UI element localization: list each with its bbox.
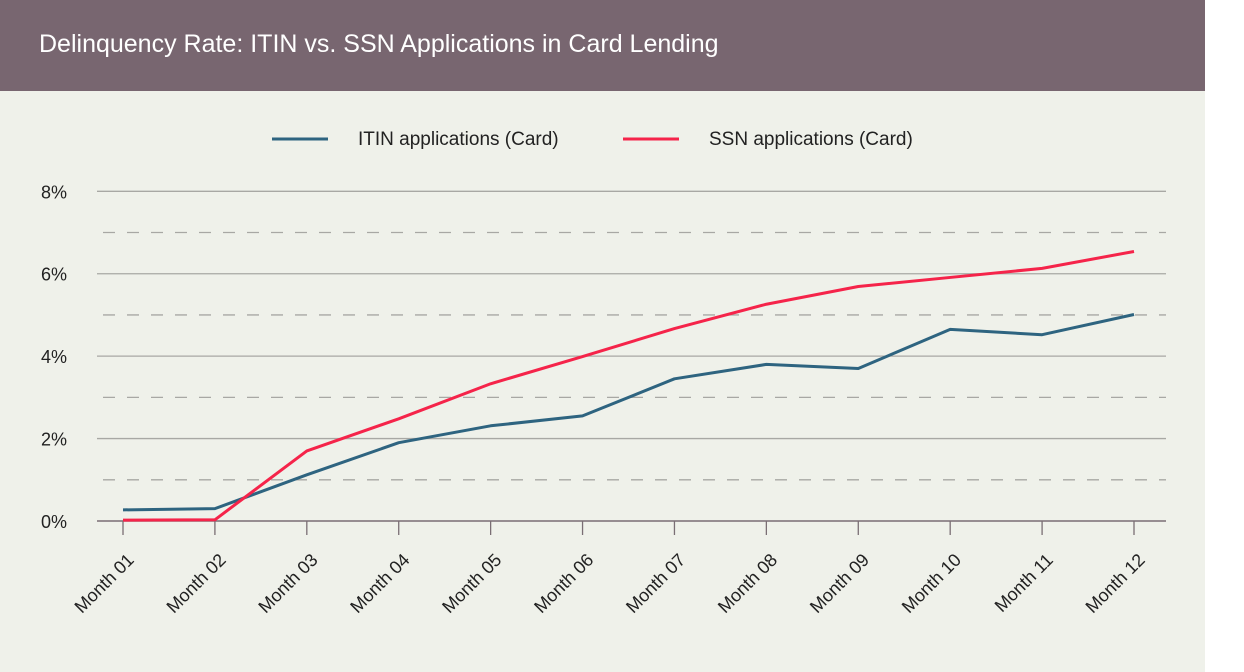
y-tick-label: 0%	[41, 512, 67, 532]
x-tick-label: Month 07	[622, 550, 689, 617]
x-tick-label: Month 10	[898, 550, 965, 617]
x-tick-label: Month 06	[530, 550, 597, 617]
x-tick-label: Month 12	[1082, 550, 1149, 617]
x-tick-label: Month 09	[806, 550, 873, 617]
x-tick-label: Month 11	[991, 550, 1057, 616]
x-tick-label: Month 03	[254, 550, 321, 617]
legend-label: SSN applications (Card)	[709, 129, 913, 150]
x-tick-label: Month 05	[438, 550, 505, 617]
legend-label: ITIN applications (Card)	[358, 129, 559, 150]
x-tick-label: Month 01	[71, 550, 138, 617]
y-tick-label: 2%	[41, 430, 67, 450]
chart-frame: Delinquency Rate: ITIN vs. SSN Applicati…	[0, 0, 1205, 672]
x-tick-label: Month 02	[163, 550, 230, 617]
series-line-ssn	[122, 249, 1135, 522]
chart-title: Delinquency Rate: ITIN vs. SSN Applicati…	[39, 30, 719, 58]
series-line-itin	[122, 313, 1135, 512]
y-tick-label: 6%	[41, 265, 67, 285]
title-bar: Delinquency Rate: ITIN vs. SSN Applicati…	[0, 0, 1205, 91]
y-tick-label: 8%	[41, 182, 67, 202]
x-tick-label: Month 08	[714, 550, 781, 617]
x-tick-label: Month 04	[346, 550, 413, 617]
y-tick-label: 4%	[41, 347, 67, 367]
